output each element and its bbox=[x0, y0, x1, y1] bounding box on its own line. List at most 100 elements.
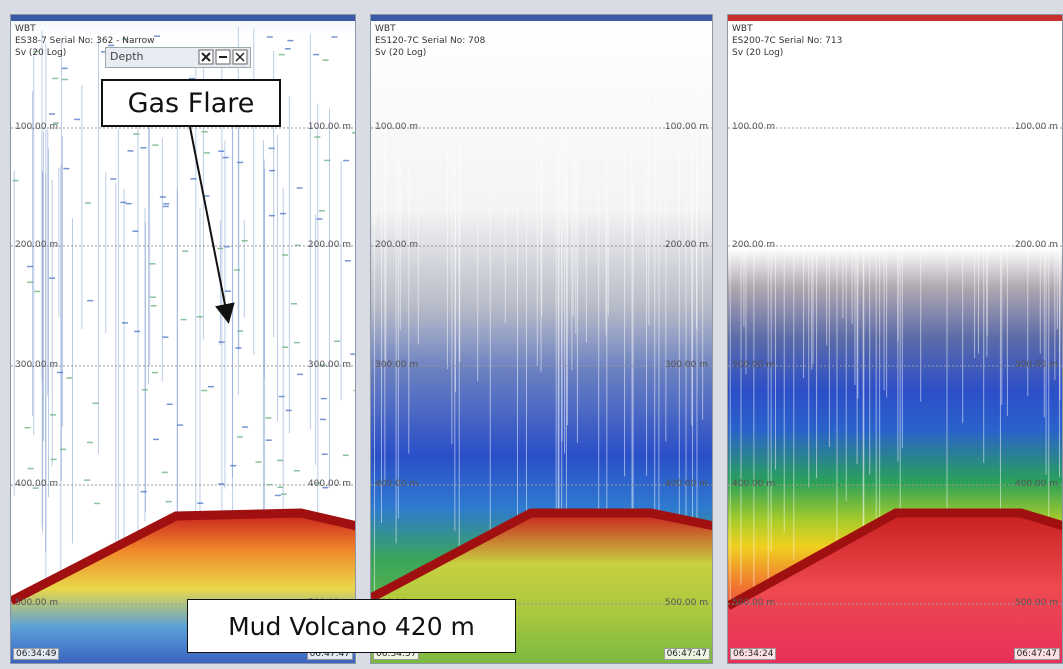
echo-speck bbox=[197, 502, 204, 504]
depth-label: 300.00 m bbox=[307, 360, 351, 370]
echo-speck bbox=[94, 502, 101, 505]
echo-speck bbox=[313, 53, 320, 56]
echogram-panel: 100.00 m 100.00 m 200.00 m 200.00 m 300.00 m… bbox=[370, 14, 713, 664]
echo-speck bbox=[161, 471, 168, 474]
echo-speck bbox=[224, 290, 231, 292]
echo-speck bbox=[12, 179, 19, 182]
echo-speck bbox=[110, 178, 117, 180]
echo-speck bbox=[285, 409, 292, 412]
echo-speck bbox=[297, 373, 304, 376]
echo-speck bbox=[334, 340, 341, 343]
panel-header: ES38-7 Serial No: 362 - Narrow bbox=[15, 36, 155, 46]
echo-speck bbox=[236, 436, 243, 438]
echo-speck bbox=[222, 156, 229, 159]
depth-label: 100.00 m bbox=[375, 122, 419, 132]
echo-speck bbox=[316, 218, 323, 220]
echo-speck bbox=[177, 424, 184, 426]
echo-speck bbox=[284, 48, 291, 50]
echo-speck bbox=[101, 51, 108, 53]
echo-speck bbox=[196, 316, 203, 318]
depth-label: 100.00 m bbox=[307, 122, 351, 132]
echo-speck bbox=[342, 454, 349, 457]
echo-speck bbox=[242, 426, 249, 428]
depth-label: 400.00 m bbox=[664, 479, 708, 489]
echo-speck bbox=[279, 212, 286, 215]
echo-speck bbox=[235, 347, 242, 349]
echogram-graphics bbox=[371, 15, 712, 663]
echo-speck bbox=[293, 470, 300, 472]
echo-speck bbox=[237, 330, 244, 332]
echo-speck bbox=[268, 214, 275, 217]
echo-speck bbox=[182, 250, 189, 252]
surface-band bbox=[11, 15, 355, 21]
echo-speck bbox=[140, 146, 147, 149]
echo-speck bbox=[86, 441, 93, 444]
echo-speck bbox=[74, 118, 81, 121]
echo-speck bbox=[343, 159, 350, 162]
echo-speck bbox=[121, 322, 128, 324]
echo-speck bbox=[149, 263, 156, 265]
echo-speck bbox=[319, 418, 326, 421]
depth-label: 400.00 m bbox=[1014, 479, 1058, 489]
panel-header: WBT bbox=[375, 24, 396, 34]
depth-label: 400.00 m bbox=[307, 479, 351, 489]
echo-speck bbox=[61, 67, 68, 70]
echo-speck bbox=[150, 296, 157, 298]
echo-speck bbox=[241, 240, 248, 242]
depth-label: 100.00 m bbox=[664, 122, 708, 132]
echo-speck bbox=[352, 132, 355, 134]
depth-label: 200.00 m bbox=[15, 240, 59, 250]
echo-speck bbox=[321, 453, 328, 456]
echo-speck bbox=[159, 196, 166, 198]
echo-speck bbox=[133, 133, 140, 135]
echo-speck bbox=[180, 318, 187, 321]
echo-speck bbox=[61, 78, 68, 81]
seabed-line bbox=[728, 508, 1062, 610]
echo-speck bbox=[56, 371, 63, 374]
echo-speck bbox=[255, 461, 262, 463]
depth-label: 300.00 m bbox=[375, 360, 419, 370]
echo-speck bbox=[34, 290, 41, 293]
echo-speck bbox=[331, 36, 338, 38]
depth-label: 400.00 m bbox=[732, 479, 776, 489]
echo-speck bbox=[282, 254, 289, 256]
echo-speck bbox=[322, 59, 329, 61]
echo-speck bbox=[108, 44, 115, 47]
echo-speck bbox=[274, 494, 281, 497]
echo-speck bbox=[291, 303, 298, 305]
echo-speck bbox=[230, 464, 237, 467]
echo-speck bbox=[32, 487, 39, 489]
seabed-line bbox=[11, 508, 355, 606]
echo-speck bbox=[120, 201, 127, 204]
echogram-graphics bbox=[728, 15, 1062, 663]
depth-label: 300.00 m bbox=[1014, 360, 1058, 370]
echo-speck bbox=[320, 397, 327, 400]
echo-speck bbox=[188, 77, 195, 80]
depth-label: 200.00 m bbox=[1014, 240, 1058, 250]
mud-volcano-callout: Mud Volcano 420 m bbox=[187, 599, 516, 653]
echo-speck bbox=[266, 483, 273, 486]
echo-speck bbox=[237, 161, 244, 164]
time-end: 06:47:47 bbox=[663, 648, 710, 660]
depth-window-title: Depth bbox=[110, 50, 144, 63]
gas-flare-callout: Gas Flare bbox=[101, 79, 281, 127]
echo-speck bbox=[280, 493, 287, 495]
depth-label: 500.00 m bbox=[15, 598, 59, 608]
echo-speck bbox=[60, 448, 67, 451]
echo-speck bbox=[268, 147, 275, 150]
window-buttons[interactable] bbox=[198, 48, 248, 67]
sub-bottom bbox=[728, 513, 1062, 663]
echo-speck bbox=[152, 438, 159, 441]
echo-speck bbox=[217, 247, 224, 250]
echo-speck bbox=[265, 439, 272, 441]
echo-speck bbox=[344, 259, 351, 262]
echo-speck bbox=[152, 144, 159, 146]
echo-speck bbox=[218, 150, 225, 152]
echo-speck bbox=[92, 402, 99, 404]
echo-speck bbox=[33, 50, 40, 53]
echo-speck bbox=[127, 150, 134, 152]
echo-speck bbox=[27, 281, 34, 283]
echo-speck bbox=[154, 35, 161, 37]
depth-label: 300.00 m bbox=[732, 360, 776, 370]
